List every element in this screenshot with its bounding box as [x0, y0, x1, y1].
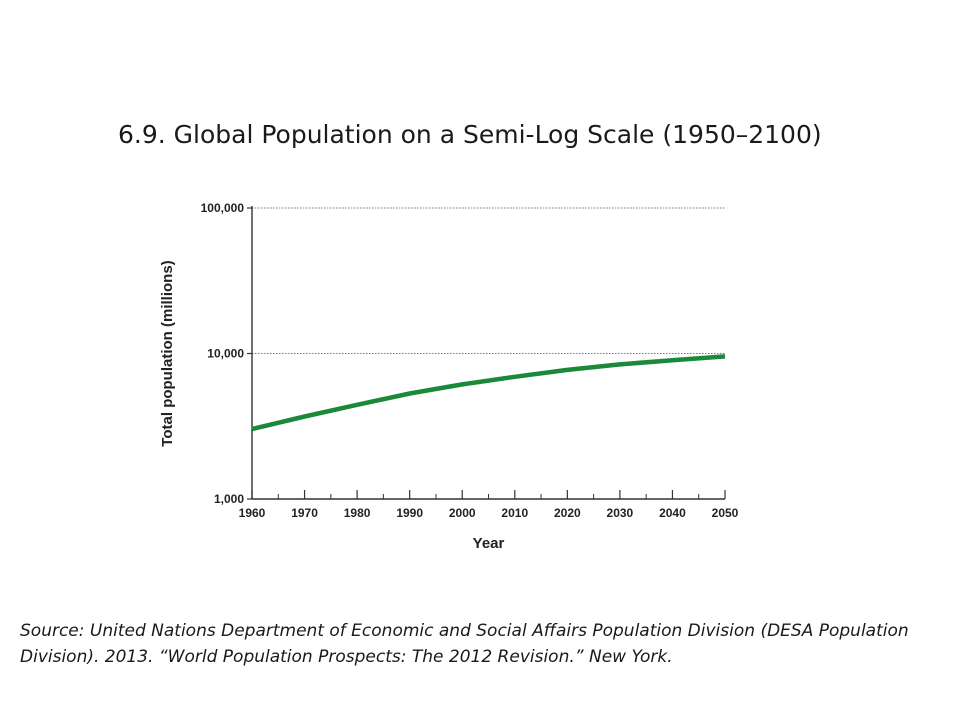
x-tick-label: 1990: [396, 506, 423, 520]
x-tick-label: 1970: [291, 506, 318, 520]
x-tick-label: 2040: [659, 506, 686, 520]
population-series-line: [251, 354, 726, 432]
y-tick-label: 10,000: [207, 347, 244, 361]
y-tick-label: 100,000: [201, 201, 245, 215]
x-tick-label: 2050: [712, 506, 739, 520]
x-axis-title: Year: [473, 535, 505, 552]
x-tick-label: 2030: [607, 506, 634, 520]
x-tick-label: 1980: [344, 506, 371, 520]
chart-panel: 1,000 10,000 100,000 1960 1970 1980 1990 2000 20…: [134, 186, 818, 572]
source-citation: Source: United Nations Department of Eco…: [20, 621, 909, 667]
y-axis-title: Total population (millions): [159, 260, 176, 446]
x-tick-label: 2010: [501, 506, 528, 520]
y-tick-label: 1,000: [214, 492, 244, 506]
x-tick-label: 2000: [449, 506, 476, 520]
slide-title: 6.9. Global Population on a Semi-Log Sca…: [118, 120, 822, 149]
x-tick-label: 1960: [239, 506, 266, 520]
population-chart: 1,000 10,000 100,000 1960 1970 1980 1990 2000 20…: [159, 201, 739, 552]
x-tick-label: 2020: [554, 506, 581, 520]
